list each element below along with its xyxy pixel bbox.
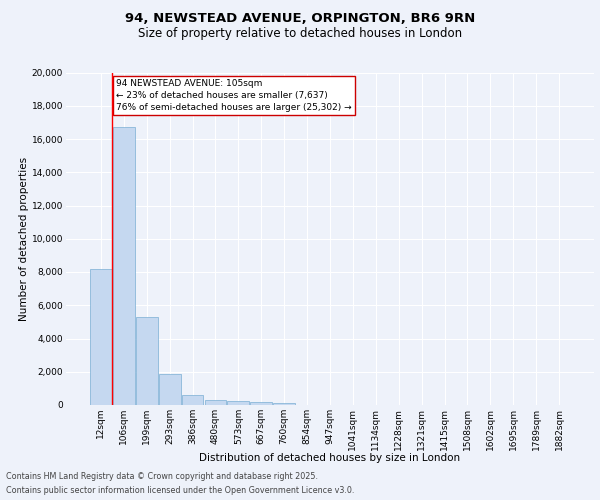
Bar [250, 402, 272, 405]
Bar [182, 394, 203, 405]
Bar [273, 403, 295, 405]
Text: 94 NEWSTEAD AVENUE: 105sqm
← 23% of detached houses are smaller (7,637)
76% of s: 94 NEWSTEAD AVENUE: 105sqm ← 23% of deta… [116, 79, 352, 112]
Text: Contains HM Land Registry data © Crown copyright and database right 2025.: Contains HM Land Registry data © Crown c… [6, 472, 318, 481]
Bar [205, 400, 226, 405]
Bar [227, 401, 249, 405]
Text: Contains public sector information licensed under the Open Government Licence v3: Contains public sector information licen… [6, 486, 355, 495]
Bar [90, 268, 112, 405]
Text: 94, NEWSTEAD AVENUE, ORPINGTON, BR6 9RN: 94, NEWSTEAD AVENUE, ORPINGTON, BR6 9RN [125, 12, 475, 26]
Bar [136, 317, 158, 405]
Y-axis label: Number of detached properties: Number of detached properties [19, 156, 29, 321]
Bar [159, 374, 181, 405]
Text: Size of property relative to detached houses in London: Size of property relative to detached ho… [138, 28, 462, 40]
Bar [113, 128, 134, 405]
X-axis label: Distribution of detached houses by size in London: Distribution of detached houses by size … [199, 452, 461, 462]
